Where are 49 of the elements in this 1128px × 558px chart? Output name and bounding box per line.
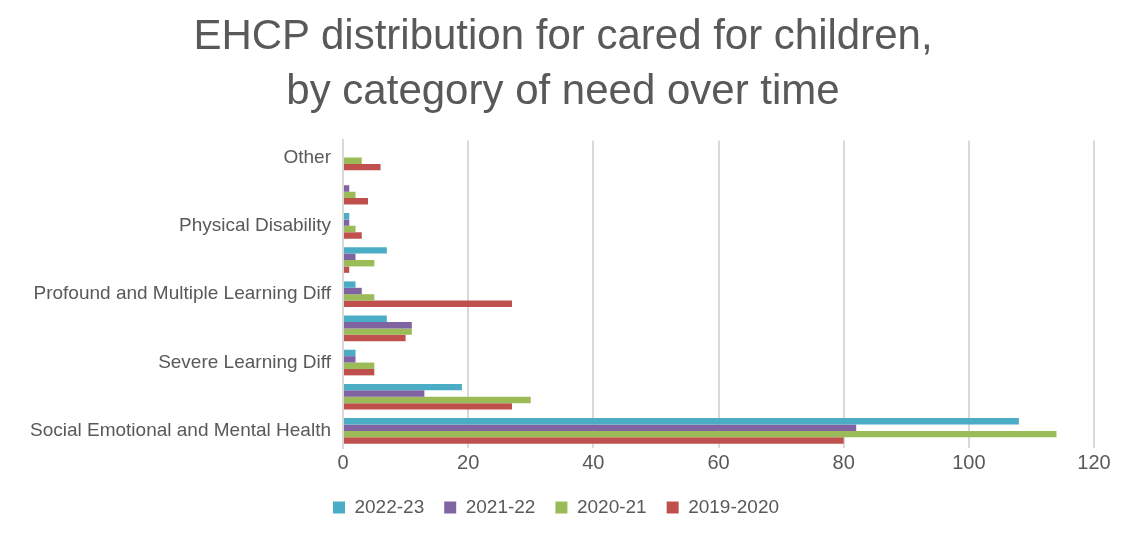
bar: [344, 260, 375, 267]
bar: [344, 334, 406, 342]
x-tick-label: 80: [832, 450, 855, 473]
bar: [344, 247, 387, 254]
legend-label: 2019-2020: [688, 495, 780, 517]
bar: [344, 369, 375, 376]
bar: [344, 164, 381, 171]
chart-title: EHCP distribution for cared for children, by category of need over time: [192, 10, 934, 115]
y-tick-label: Other: [283, 145, 332, 167]
bar: [344, 185, 350, 192]
bar: [344, 322, 412, 329]
bar: [344, 396, 531, 404]
bar: [344, 300, 512, 308]
bar: [344, 226, 356, 233]
bar: [344, 294, 375, 301]
bar: [344, 437, 844, 444]
x-tick-label: 40: [582, 450, 605, 473]
bar: [344, 219, 350, 227]
legend-label: 2020-21: [576, 495, 647, 517]
x-tick-label: 20: [457, 450, 480, 473]
x-tick-label: 0: [337, 450, 349, 473]
bar: [344, 253, 356, 261]
bar: [344, 431, 1057, 438]
bar: [344, 418, 1019, 425]
bar: [344, 266, 350, 274]
legend-label: 2021-22: [465, 495, 536, 517]
legend-label: 2022-23: [354, 495, 425, 517]
bar: [344, 328, 412, 335]
x-tick-label: 100: [952, 450, 986, 473]
bar: [344, 403, 512, 410]
bar: [344, 390, 425, 397]
bar: [344, 191, 356, 199]
bar: [344, 232, 362, 239]
x-tick-label: 60: [707, 450, 730, 473]
y-tick-label: Severe Learning Diff: [158, 350, 332, 372]
bar: [344, 287, 362, 295]
bar: [344, 281, 356, 288]
bar: [344, 384, 462, 391]
bar: [344, 349, 356, 357]
bar: [344, 424, 857, 432]
x-tick-label: 120: [1077, 450, 1111, 473]
y-tick-label: Physical Disability: [178, 214, 332, 236]
y-tick-label: Profound and Multiple Learning Diff: [33, 282, 332, 304]
bar: [344, 157, 362, 165]
bar: [344, 198, 369, 205]
bar: [344, 362, 375, 370]
y-tick-label: Social Emotional and Mental Health: [29, 419, 331, 441]
bar: [344, 356, 356, 363]
bar: [344, 315, 387, 323]
